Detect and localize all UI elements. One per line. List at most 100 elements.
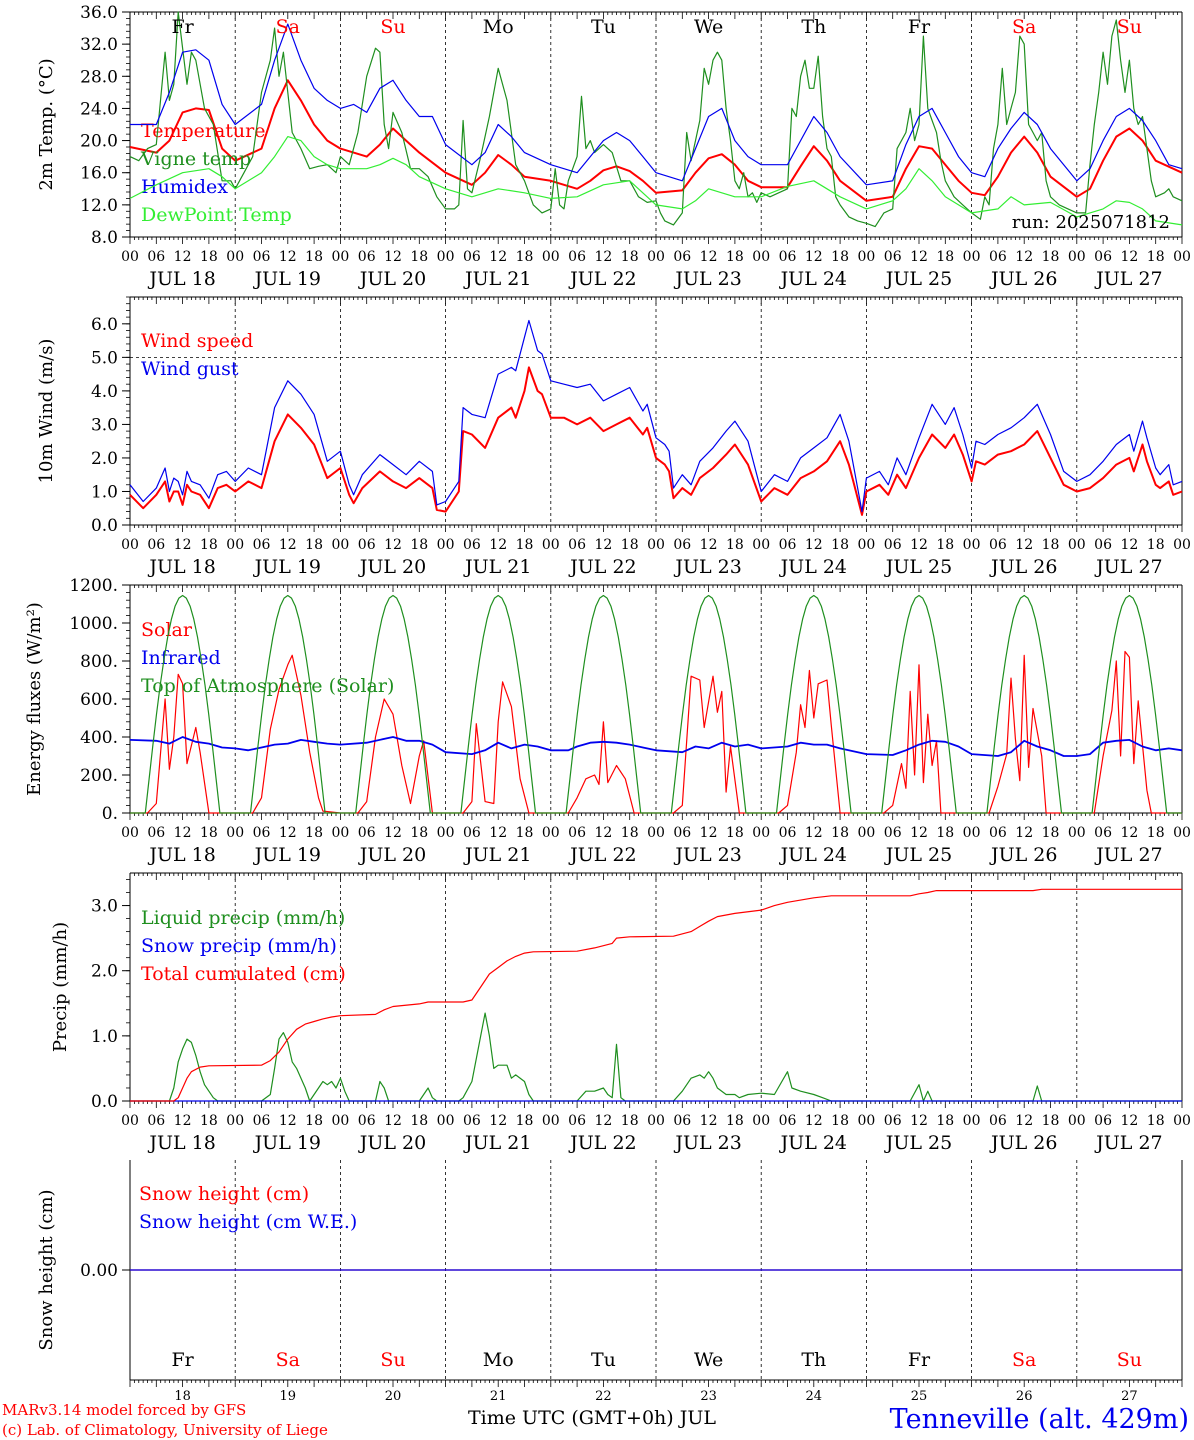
y-tick-label: 8.0: [91, 228, 118, 248]
hour-tick-label: 18: [936, 1113, 954, 1129]
hour-tick-label: 12: [1015, 249, 1033, 265]
hour-tick-label: 12: [174, 825, 192, 841]
hour-tick-label: 12: [174, 1113, 192, 1129]
legend-entry: Temperature: [141, 120, 265, 142]
y-axis-title: Precip (mm/h): [50, 922, 71, 1052]
hour-tick-label: 00: [331, 1113, 349, 1129]
hour-tick-label: 12: [1120, 1113, 1138, 1129]
hour-tick-label: 06: [1094, 249, 1112, 265]
station-name: Tenneville (alt. 429m): [890, 1404, 1189, 1435]
weekday-label-top: Tu: [591, 16, 616, 38]
hour-tick-label: 06: [673, 1113, 691, 1129]
legend-entry: Solar: [141, 619, 193, 641]
hour-tick-label: 00: [647, 1113, 665, 1129]
hour-tick-label: 18: [936, 249, 954, 265]
hour-tick-label: 18: [305, 537, 323, 553]
hour-tick-label: 18: [831, 249, 849, 265]
series-line-solar: [130, 650, 1182, 814]
hour-tick-label: 00: [437, 537, 455, 553]
hour-tick-label: 06: [673, 537, 691, 553]
date-label: JUL 18: [147, 844, 215, 866]
weekday-label-top: We: [694, 16, 723, 38]
hour-tick-label: 00: [857, 1113, 875, 1129]
hour-tick-label: 00: [647, 537, 665, 553]
hour-tick-label: 12: [489, 249, 507, 265]
hour-tick-label: 18: [936, 537, 954, 553]
date-label: JUL 21: [463, 844, 531, 866]
y-tick-label: 32.0: [80, 35, 118, 55]
hour-tick-label: 12: [1120, 537, 1138, 553]
y-axis-title: 2m Temp. (°C): [36, 58, 57, 190]
hour-tick-label: 12: [1015, 825, 1033, 841]
hour-tick-label: 06: [253, 825, 271, 841]
panel-4: 0.0 1.0 2.0 3.0 Precip (mm/h) 00 06 12 18 JUL 18 0…: [50, 872, 1191, 1154]
hour-tick-label: 18: [1042, 825, 1060, 841]
hour-tick-label: 12: [1120, 249, 1138, 265]
hour-tick-label: 06: [463, 249, 481, 265]
hour-tick-label: 18: [200, 825, 218, 841]
y-tick-label: 0.0: [91, 516, 118, 536]
hour-tick-label: 12: [279, 249, 297, 265]
hour-tick-label: 06: [253, 537, 271, 553]
hour-tick-label: 00: [437, 825, 455, 841]
series-line-humidex: [130, 23, 1183, 186]
hour-tick-label: 06: [884, 1113, 902, 1129]
weekday-label-top: Su: [1117, 16, 1142, 38]
date-label: JUL 27: [1094, 1132, 1162, 1154]
hour-tick-label: 18: [1042, 537, 1060, 553]
date-label: JUL 24: [779, 268, 847, 290]
y-tick-label: 1.0: [91, 1027, 118, 1047]
hour-tick-label: 12: [489, 1113, 507, 1129]
hour-tick-label: 18: [516, 537, 534, 553]
hour-tick-label: 06: [989, 537, 1007, 553]
hour-tick-label: 18: [200, 1113, 218, 1129]
hour-tick-label: 06: [779, 249, 797, 265]
model-credit: MARv3.14 model forced by GFS: [2, 1401, 246, 1419]
lab-credit: (c) Lab. of Climatology, University of L…: [2, 1421, 328, 1439]
hour-tick-label: 06: [673, 249, 691, 265]
hour-tick-label: 18: [621, 537, 639, 553]
hour-tick-label: 12: [805, 825, 823, 841]
hour-tick-label: 12: [489, 825, 507, 841]
date-label: JUL 22: [568, 844, 636, 866]
day-number-label: 25: [911, 1389, 928, 1404]
hour-tick-label: 00: [752, 249, 770, 265]
date-label: JUL 23: [673, 1132, 741, 1154]
run-annotation: run: 2025071812: [1012, 212, 1170, 233]
y-tick-label: 400.: [80, 728, 118, 748]
date-label: JUL 25: [884, 268, 952, 290]
hour-tick-label: 00: [121, 1113, 139, 1129]
date-label: JUL 19: [253, 268, 321, 290]
hour-tick-label: 12: [1015, 537, 1033, 553]
hour-tick-label: 12: [384, 825, 402, 841]
day-number-label: 20: [385, 1389, 402, 1404]
y-tick-label: 6.0: [91, 315, 118, 335]
hour-tick-label: 12: [279, 825, 297, 841]
hour-tick-label: 06: [147, 825, 165, 841]
hour-tick-label: 00: [857, 537, 875, 553]
hour-tick-label: 18: [516, 825, 534, 841]
series-line-wind-gust: [129, 319, 1183, 513]
hour-tick-label: 00: [331, 537, 349, 553]
hour-tick-label: 06: [1094, 825, 1112, 841]
hour-tick-label: 06: [358, 249, 376, 265]
hour-tick-label: 00: [1173, 1113, 1191, 1129]
hour-tick-label: 18: [831, 1113, 849, 1129]
weekday-label-bottom: Th: [801, 1349, 826, 1371]
hour-tick-label: 12: [805, 1113, 823, 1129]
hour-tick-label: 12: [1015, 1113, 1033, 1129]
panel-3: 0. 200. 400. 600. 800. 1000. 1200. Energy fluxe…: [24, 576, 1191, 866]
hour-tick-label: 12: [700, 825, 718, 841]
weekday-label-bottom: Mo: [483, 1349, 514, 1371]
date-label: JUL 27: [1094, 844, 1162, 866]
hour-tick-label: 00: [963, 1113, 981, 1129]
date-label: JUL 24: [779, 1132, 847, 1154]
hour-tick-label: 18: [200, 537, 218, 553]
date-label: JUL 21: [463, 556, 531, 578]
legend-entry: Wind gust: [141, 358, 239, 380]
y-tick-label: 0.0: [91, 1092, 118, 1112]
hour-tick-label: 06: [253, 1113, 271, 1129]
hour-tick-label: 00: [752, 537, 770, 553]
hour-tick-label: 06: [358, 537, 376, 553]
